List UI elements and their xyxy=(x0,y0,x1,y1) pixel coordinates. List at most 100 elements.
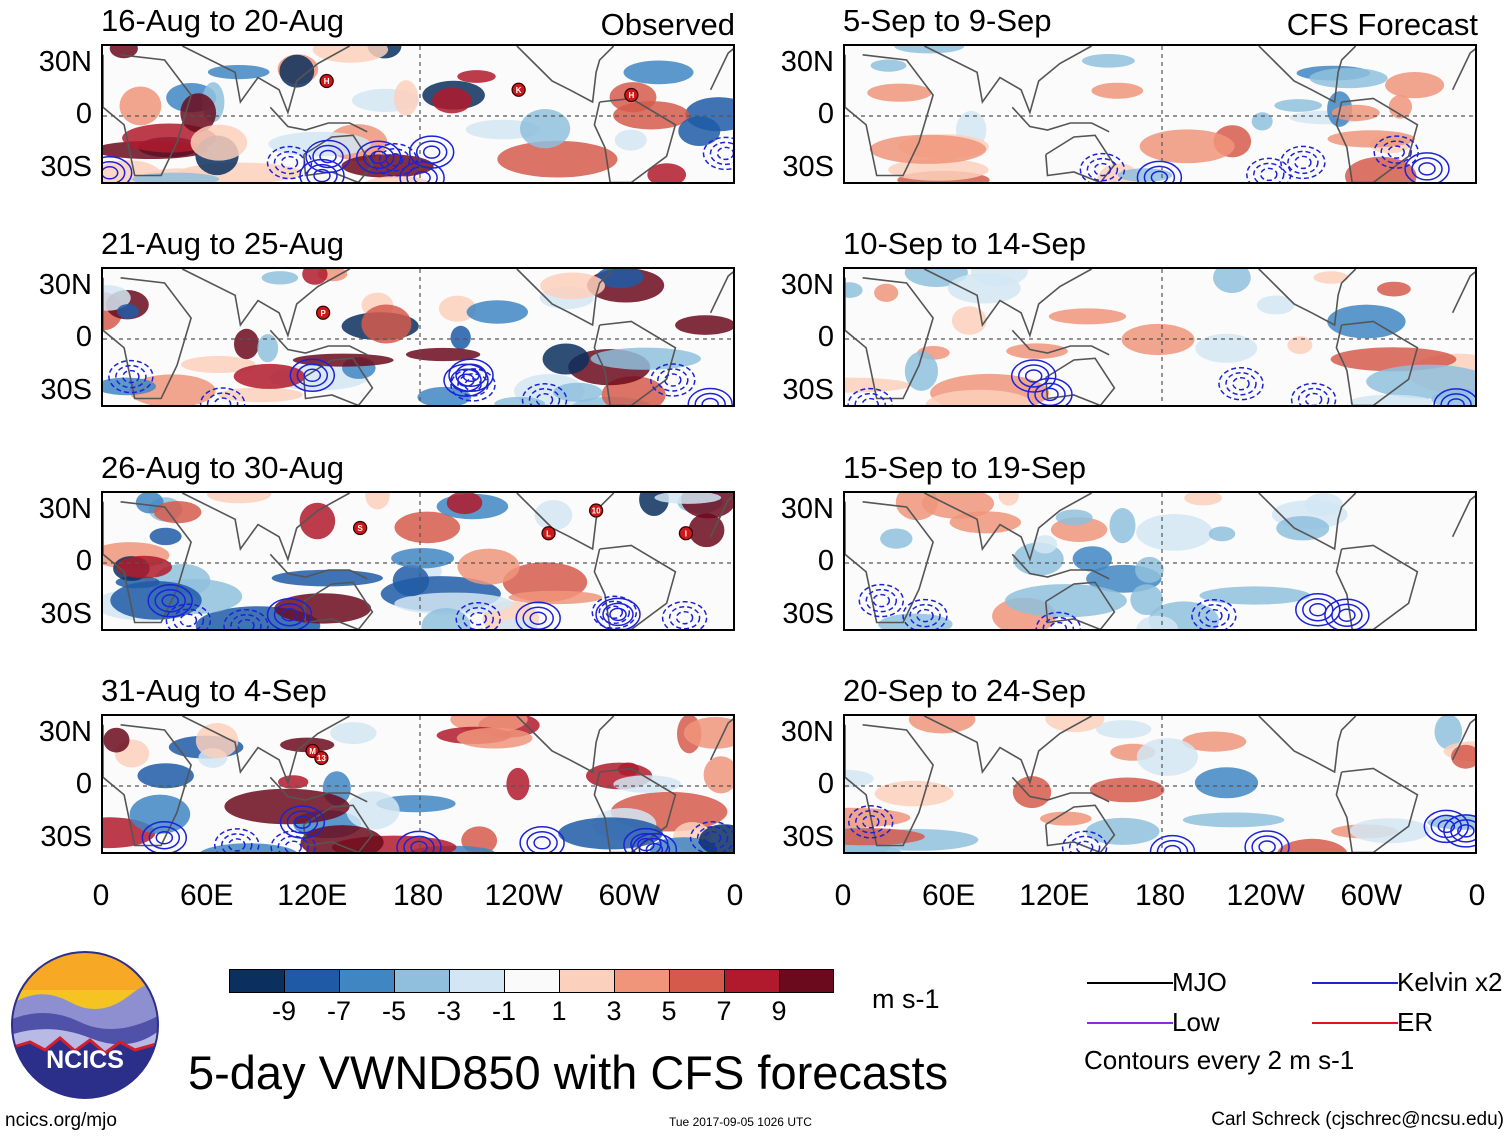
kelvin-contour xyxy=(1027,377,1073,405)
kelvin-contour xyxy=(378,148,411,172)
anomaly-blob xyxy=(998,493,1019,506)
anomaly-blob xyxy=(1130,584,1163,615)
anomaly-blob xyxy=(457,70,496,83)
y-tick-label: 30S xyxy=(782,597,834,630)
kelvin-contour xyxy=(1260,167,1278,182)
kelvin-contour xyxy=(1443,814,1475,848)
anomaly-blob xyxy=(590,347,701,370)
storm-label: 10 xyxy=(592,507,601,516)
kelvin-contour xyxy=(609,607,627,622)
footer-url[interactable]: ncics.org/mjo xyxy=(5,1110,117,1131)
kelvin-contour xyxy=(355,140,402,175)
coastline xyxy=(103,724,192,847)
kelvin-contour xyxy=(1034,382,1066,405)
anomaly-blob xyxy=(233,363,306,389)
coastline xyxy=(1258,716,1357,774)
logo-text: NCICS xyxy=(46,1046,124,1074)
x-tick-label: 180 xyxy=(392,879,444,912)
anomaly-blob xyxy=(1139,129,1235,164)
kelvin-contour xyxy=(1373,135,1419,169)
kelvin-contour xyxy=(703,831,722,845)
kelvin-contour xyxy=(716,146,733,161)
coastline xyxy=(709,271,733,314)
kelvin-contour xyxy=(280,155,299,170)
storm-marker: H xyxy=(624,87,639,103)
anomaly-blob xyxy=(845,377,911,393)
legend-line xyxy=(1087,1022,1173,1024)
colorbar-tick: 9 xyxy=(771,996,787,1026)
anomaly-blob xyxy=(405,347,481,362)
kelvin-contour xyxy=(709,141,733,166)
anomaly-blob xyxy=(845,769,874,788)
anomaly-blob xyxy=(1256,295,1295,315)
map-svg xyxy=(845,716,1475,852)
y-tick-label: 30N xyxy=(38,45,92,78)
kelvin-contour xyxy=(1149,834,1196,852)
anomaly-blob xyxy=(553,382,603,402)
kelvin-contour xyxy=(1136,160,1183,182)
anomaly-blob xyxy=(200,843,297,852)
storm-label: 13 xyxy=(317,754,326,763)
anomaly-blob xyxy=(1213,269,1251,293)
y-tick-label: 30S xyxy=(40,597,92,630)
kelvin-contour xyxy=(228,838,246,852)
anomaly-blob xyxy=(1327,130,1416,148)
kelvin-contour xyxy=(306,163,338,182)
footer-timestamp: Tue 2017-09-05 1026 UTC xyxy=(669,1115,812,1129)
kelvin-contour xyxy=(872,593,891,608)
storm-marker: K xyxy=(511,82,526,97)
coastline xyxy=(1011,329,1110,356)
colorbar-units: m s-1 xyxy=(872,984,940,1014)
kelvin-contour xyxy=(450,368,496,402)
coastline xyxy=(923,716,1092,786)
kelvin-contour xyxy=(668,605,701,629)
map-panel: S L 10 I xyxy=(101,491,735,631)
colorbar-cell xyxy=(724,969,779,993)
storm-label: I xyxy=(685,529,687,538)
kelvin-contour xyxy=(1251,835,1283,852)
kelvin-contour xyxy=(165,603,212,629)
storm-marker: 13 xyxy=(314,750,329,766)
kelvin-contour xyxy=(1205,608,1223,623)
anomaly-blob xyxy=(149,527,182,546)
coastline xyxy=(1451,48,1475,91)
colorbar-cell xyxy=(394,969,449,993)
colorbar-cell xyxy=(779,969,834,993)
coastline xyxy=(1335,767,1419,852)
x-tick-label: 60W xyxy=(1340,879,1403,912)
storm-label: M xyxy=(309,747,316,756)
anomaly-blob xyxy=(1012,776,1052,809)
kelvin-contour xyxy=(464,378,482,392)
kelvin-contour xyxy=(1061,830,1108,852)
colorbar-cell xyxy=(229,969,284,993)
anomaly-blob xyxy=(116,555,172,579)
coastline xyxy=(1011,553,1110,580)
anomaly-blob xyxy=(1251,112,1273,131)
anomaly-blob xyxy=(1377,281,1411,297)
kelvin-contour xyxy=(154,589,186,613)
x-tick-label: 60W xyxy=(598,879,661,912)
kelvin-contour xyxy=(535,393,554,405)
coastline xyxy=(593,767,677,852)
kelvin-contour xyxy=(1331,603,1363,627)
kelvin-contour xyxy=(522,606,554,629)
kelvin-contour xyxy=(694,392,726,405)
kelvin-contour xyxy=(916,608,934,623)
anomaly-blob xyxy=(257,334,279,363)
panel-title: 21-Aug to 25-Aug xyxy=(101,226,345,261)
kelvin-contour xyxy=(661,600,708,629)
anomaly-blob xyxy=(1388,95,1412,119)
kelvin-contour xyxy=(172,608,205,629)
anomaly-blob xyxy=(117,304,139,319)
x-tick-label: 120W xyxy=(484,879,563,912)
kelvin-contour xyxy=(457,373,489,397)
kelvin-contour xyxy=(1433,388,1475,405)
kelvin-contour xyxy=(413,171,431,182)
chart-title: 5-day VWND850 with CFS forecasts xyxy=(188,1046,949,1099)
kelvin-contour xyxy=(122,369,140,384)
kelvin-contour xyxy=(1440,393,1472,405)
anomaly-blob xyxy=(103,727,130,753)
colorbar-cell xyxy=(559,969,614,993)
kelvin-contour xyxy=(277,835,309,852)
anomaly-blob xyxy=(870,59,907,72)
